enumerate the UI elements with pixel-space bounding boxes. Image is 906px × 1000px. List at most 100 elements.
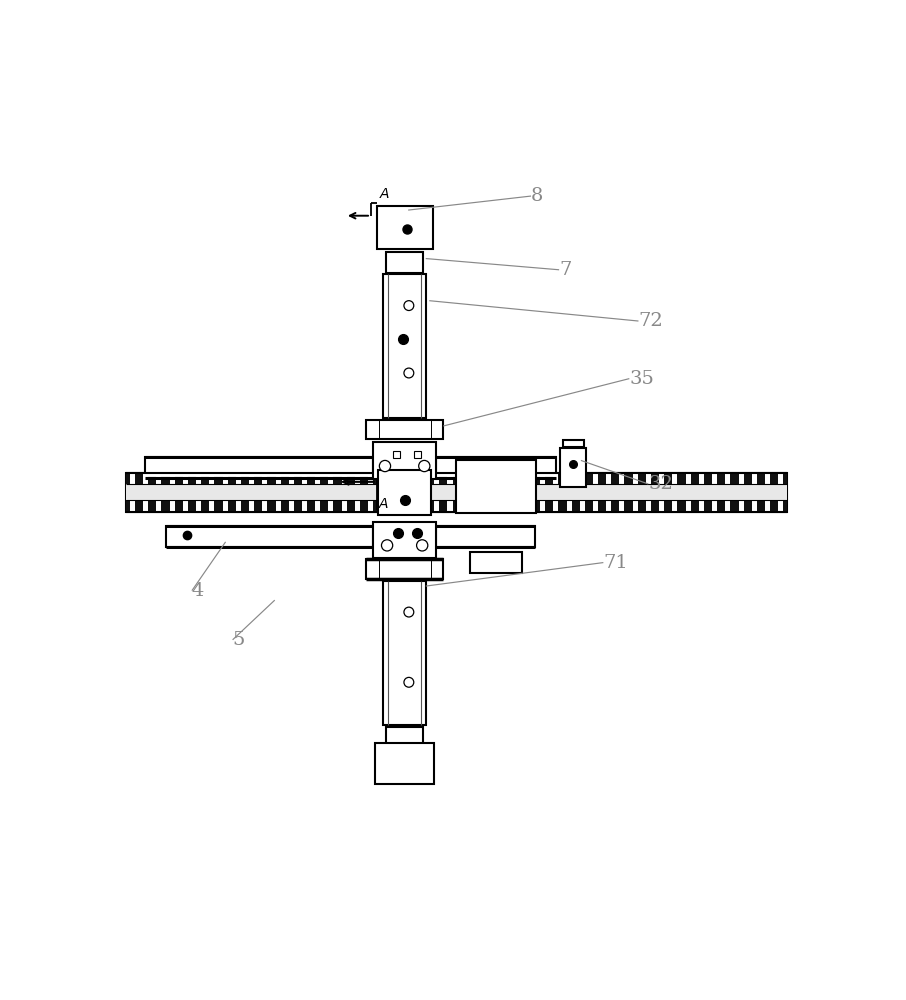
Bar [672,473,678,484]
Bar [726,473,730,484]
Bar [560,448,586,487]
Bar [448,473,452,484]
Bar [686,500,690,512]
Circle shape [419,460,430,472]
Bar [373,442,437,479]
Bar [500,473,506,484]
Bar [527,500,532,512]
Bar [394,500,400,512]
Bar [620,473,624,484]
Bar [487,473,492,484]
Bar [421,473,426,484]
Bar [209,473,215,484]
Circle shape [404,607,414,617]
Bar [726,500,730,512]
Circle shape [404,368,414,378]
Bar [289,473,294,484]
Bar [699,473,704,484]
Bar [223,500,227,512]
Bar [249,500,254,512]
Bar [315,500,320,512]
Text: 8: 8 [531,187,544,205]
Text: 4: 4 [192,582,204,600]
Bar [157,473,161,484]
Bar [328,500,333,512]
Bar [394,473,400,484]
Bar [632,500,638,512]
Bar [606,500,612,512]
Bar [646,473,651,484]
Circle shape [404,301,414,311]
Bar [646,500,651,512]
Text: 72: 72 [639,312,663,330]
Bar [209,500,215,512]
Bar [566,473,572,484]
Bar [157,500,161,512]
Text: 35: 35 [630,370,654,388]
Bar [126,484,787,500]
Circle shape [381,540,392,551]
Bar [302,473,307,484]
Bar [392,451,400,458]
Bar [196,500,201,512]
Bar [408,473,413,484]
Bar [500,500,506,512]
Bar [752,500,757,512]
Bar [434,500,439,512]
Bar [368,473,373,484]
Bar [342,500,347,512]
Bar [366,559,443,579]
Bar [712,473,717,484]
Bar [169,500,175,512]
Bar [383,581,427,725]
Bar [366,420,443,439]
Bar [554,500,558,512]
Text: A: A [379,497,389,511]
Bar [289,500,294,512]
Bar [660,500,664,512]
Bar [315,473,320,484]
Bar [262,500,267,512]
Bar [381,473,386,484]
Bar [620,500,624,512]
Circle shape [380,460,390,472]
Bar [130,473,135,484]
Bar [130,500,135,512]
Bar [379,470,431,515]
Bar [593,500,598,512]
Bar [554,473,558,484]
Bar [474,500,479,512]
Circle shape [417,540,428,551]
Bar [778,500,783,512]
Bar [183,500,188,512]
Bar [606,473,612,484]
Text: 5: 5 [233,631,245,649]
Bar [383,274,427,418]
Bar [712,500,717,512]
Bar [143,500,149,512]
Bar [461,500,466,512]
Circle shape [404,677,414,687]
Bar [355,473,360,484]
Bar [169,473,175,484]
Bar [487,500,492,512]
Bar [514,500,518,512]
Bar [275,473,281,484]
Bar [236,473,241,484]
Bar [386,727,423,748]
Bar [752,473,757,484]
Bar [738,473,744,484]
Bar [474,473,479,484]
Bar [414,451,420,458]
Bar [126,500,787,512]
Bar [448,500,452,512]
Bar [421,500,426,512]
Bar [391,479,418,513]
Bar [223,473,227,484]
Bar [672,500,678,512]
Bar [196,473,201,484]
Bar [436,457,555,478]
Bar [368,500,373,512]
Bar [386,252,423,273]
Bar [456,460,536,513]
